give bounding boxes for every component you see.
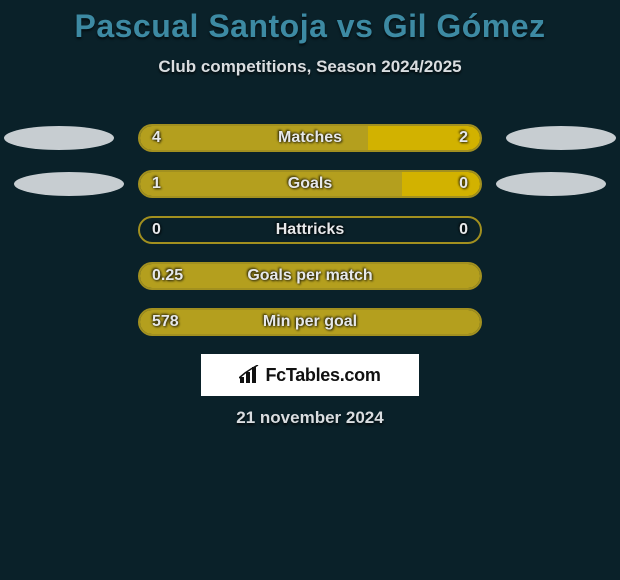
player-right-silhouette — [506, 126, 616, 150]
bar-track: 0Hattricks0 — [138, 216, 482, 244]
comparison-row: 578Min per goal — [0, 308, 620, 336]
bar-track: 578Min per goal — [138, 308, 482, 336]
branding-chart-icon — [239, 365, 261, 385]
subtitle: Club competitions, Season 2024/2025 — [0, 57, 620, 77]
bar-metric-label: Goals — [140, 172, 480, 196]
bar-value-right: 0 — [459, 172, 468, 196]
bar-metric-label: Goals per match — [140, 264, 480, 288]
comparison-row: 0Hattricks0 — [0, 216, 620, 244]
comparison-chart: 4Matches21Goals00Hattricks00.25Goals per… — [0, 124, 620, 354]
player-right-silhouette — [496, 172, 606, 196]
bar-metric-label: Matches — [140, 126, 480, 150]
player-left-silhouette — [4, 126, 114, 150]
bar-metric-label: Hattricks — [140, 218, 480, 242]
bar-value-right: 2 — [459, 126, 468, 150]
bar-track: 4Matches2 — [138, 124, 482, 152]
bar-metric-label: Min per goal — [140, 310, 480, 334]
page-title: Pascual Santoja vs Gil Gómez — [0, 0, 620, 45]
date-label: 21 november 2024 — [0, 408, 620, 428]
comparison-row: 0.25Goals per match — [0, 262, 620, 290]
comparison-row: 4Matches2 — [0, 124, 620, 152]
bar-track: 1Goals0 — [138, 170, 482, 198]
player-left-silhouette — [14, 172, 124, 196]
branding-badge: FcTables.com — [201, 354, 419, 396]
branding-label: FcTables.com — [265, 365, 380, 386]
comparison-row: 1Goals0 — [0, 170, 620, 198]
bar-value-right: 0 — [459, 218, 468, 242]
bar-track: 0.25Goals per match — [138, 262, 482, 290]
